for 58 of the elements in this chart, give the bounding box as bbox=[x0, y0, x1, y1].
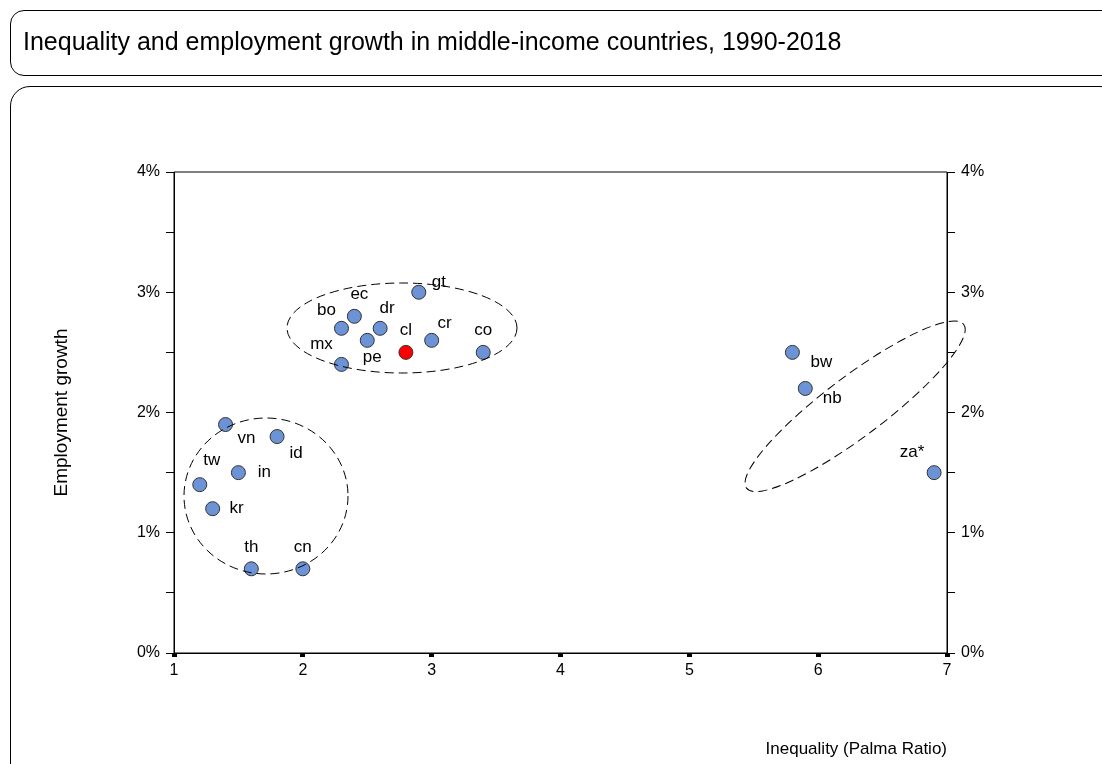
series-label: th bbox=[244, 536, 259, 556]
y-tick-label: 2% bbox=[136, 402, 160, 420]
series-label: kr bbox=[229, 498, 245, 518]
series-label: tw bbox=[203, 450, 221, 470]
x-tick-label: 2 bbox=[298, 661, 308, 679]
point bbox=[333, 356, 349, 372]
series-label: cn bbox=[293, 536, 312, 556]
y-tick-label: 4% bbox=[136, 162, 160, 180]
series-label: bw bbox=[810, 352, 833, 372]
point bbox=[205, 501, 221, 517]
point bbox=[424, 332, 440, 348]
point bbox=[230, 465, 246, 481]
point bbox=[333, 320, 349, 336]
point bbox=[359, 332, 375, 348]
series-label: dr bbox=[379, 298, 396, 318]
y2-tick-label: 3% bbox=[961, 282, 985, 300]
series-label: in bbox=[257, 462, 272, 482]
point bbox=[411, 284, 427, 300]
point bbox=[346, 308, 362, 324]
series-label: bo bbox=[317, 300, 336, 320]
series-label: cl bbox=[399, 320, 413, 340]
x-tick-label: 3 bbox=[427, 661, 437, 679]
point bbox=[398, 344, 414, 360]
series-label: mx bbox=[310, 334, 334, 354]
x-tick-label: 6 bbox=[813, 661, 823, 679]
point bbox=[784, 344, 800, 360]
point bbox=[797, 380, 813, 396]
point bbox=[243, 561, 259, 577]
x-tick-label: 4 bbox=[556, 661, 566, 679]
series-label: cr bbox=[437, 313, 453, 333]
x-tick-label: 1 bbox=[169, 661, 179, 679]
series-label: pe bbox=[362, 347, 382, 367]
x-axis-title: Inequality (Palma Ratio) bbox=[765, 739, 947, 759]
point bbox=[926, 465, 942, 481]
series-label: gt bbox=[431, 271, 447, 291]
series-label: vn bbox=[237, 428, 256, 448]
point bbox=[475, 344, 491, 360]
y-tick-label: 3% bbox=[136, 282, 160, 300]
x-tick-label: 5 bbox=[684, 661, 694, 679]
point bbox=[295, 561, 311, 577]
series-label: id bbox=[289, 443, 303, 463]
y2-tick-label: 1% bbox=[961, 523, 985, 541]
point bbox=[218, 417, 234, 433]
series-label: ec bbox=[350, 283, 369, 303]
point bbox=[372, 320, 388, 336]
series-label: za* bbox=[899, 442, 925, 462]
y-tick-label: 1% bbox=[136, 523, 160, 541]
y-tick-label: 0% bbox=[136, 643, 160, 661]
y2-tick-label: 4% bbox=[961, 162, 985, 180]
series-label: co bbox=[474, 320, 493, 340]
point bbox=[269, 429, 285, 445]
point bbox=[192, 477, 208, 493]
y-axis-title: Employment growth bbox=[49, 328, 71, 497]
y2-tick-label: 0% bbox=[961, 643, 985, 661]
x-tick-label: 7 bbox=[942, 661, 952, 679]
y2-tick-label: 2% bbox=[961, 402, 985, 420]
chart-title: Inequality and employment growth in middle-income countries, 1990-2018 bbox=[23, 27, 842, 56]
series-label: nb bbox=[822, 388, 842, 408]
